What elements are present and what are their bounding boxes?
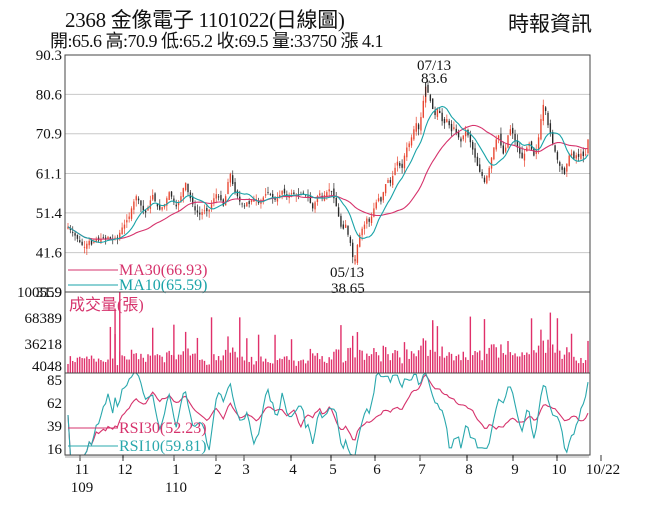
x-tick-label: 6	[373, 462, 381, 478]
price-legend: MA30(66.93) MA10(65.59)	[68, 262, 207, 294]
x-tick-label: 8	[465, 462, 473, 478]
ma30-line	[67, 124, 589, 240]
low-annotation: 05/13 38.65	[330, 265, 365, 297]
x-tick-label: 4	[289, 462, 297, 478]
price-tick-label: 41.6	[36, 246, 63, 262]
x-axis: 11 109 12 1 110 2 3 4 5 6 7 8 9 10 10/22	[65, 455, 620, 496]
low-date-label: 05/13	[330, 265, 364, 281]
volume-bars	[67, 292, 589, 373]
high-date-label: 07/13	[417, 58, 451, 74]
source-label: 時報資訊	[508, 12, 592, 36]
candlesticks	[67, 80, 589, 266]
rsi-tick-label: 39	[47, 419, 62, 435]
price-tick-label: 31.9	[36, 285, 62, 301]
price-tick-label: 61.1	[36, 167, 62, 183]
rsi10-legend-label: RSI10(59.81)	[119, 438, 207, 455]
x-tick-label: 10	[552, 462, 567, 478]
price-panel: 90.3 80.6 70.9 61.1 51.4 41.6 31.9 MA30(66.93)…	[36, 48, 591, 301]
x-tick-label: 5	[329, 462, 337, 478]
ma30-legend-label: MA30(66.93)	[119, 262, 207, 279]
high-annotation: 07/13 83.6	[417, 58, 451, 87]
price-tick-label: 51.4	[36, 206, 63, 222]
x-tick-label: 1	[172, 462, 180, 478]
rsi-tick-label: 62	[47, 396, 62, 412]
price-gridlines	[65, 93, 590, 254]
price-tick-label: 70.9	[36, 127, 62, 143]
rsi-legend: RSI30(52.23) RSI10(59.81)	[68, 420, 207, 455]
rsi30-legend-label: RSI30(52.23)	[119, 420, 207, 437]
volume-tick-label: 68389	[25, 311, 63, 327]
x-tick-label: 7	[418, 462, 426, 478]
x-tick-label: 12	[118, 462, 133, 478]
price-y-axis: 90.3 80.6 70.9 61.1 51.4 41.6 31.9	[36, 48, 63, 301]
x-tick-label: 10/22	[586, 462, 620, 478]
volume-panel: 100559 68389 36218 4048 成交量(張)	[17, 285, 591, 375]
x-tick-label: 3	[242, 462, 250, 478]
rsi30-line	[67, 374, 589, 456]
x-tick-label: 2	[214, 462, 222, 478]
rsi-y-axis: 85 62 39 16	[47, 373, 63, 458]
rsi-tick-label: 16	[47, 442, 63, 458]
volume-title: 成交量(張)	[69, 296, 144, 314]
ma10-legend-label: MA10(65.59)	[119, 277, 207, 294]
x-tick-label: 9	[511, 462, 519, 478]
rsi-frame	[64, 372, 591, 456]
rsi10-line	[67, 372, 589, 456]
ohlc-summary: 開:65.6 高:70.9 低:65.2 收:69.5 量:33750 漲 4.…	[50, 31, 384, 51]
price-tick-label: 90.3	[36, 48, 62, 64]
x-tick-label: 11	[75, 462, 89, 478]
volume-y-axis: 100559 68389 36218 4048	[17, 285, 62, 375]
low-value-label: 38.65	[331, 281, 365, 297]
chart-title: 2368 金像電子 1101022(日線圖)	[65, 8, 345, 32]
x-year-label: 110	[165, 480, 187, 496]
high-value-label: 83.6	[421, 71, 448, 87]
x-year-label: 109	[71, 480, 94, 496]
volume-tick-label: 4048	[32, 359, 62, 375]
price-tick-label: 80.6	[36, 87, 63, 103]
rsi-tick-label: 85	[47, 373, 62, 389]
ma10-line	[67, 105, 589, 243]
rsi-panel: 85 62 39 16 RSI30(52.23) RSI10(59.81)	[47, 372, 591, 458]
volume-tick-label: 36218	[25, 337, 63, 353]
volume-tick-label: 100559	[17, 285, 62, 301]
